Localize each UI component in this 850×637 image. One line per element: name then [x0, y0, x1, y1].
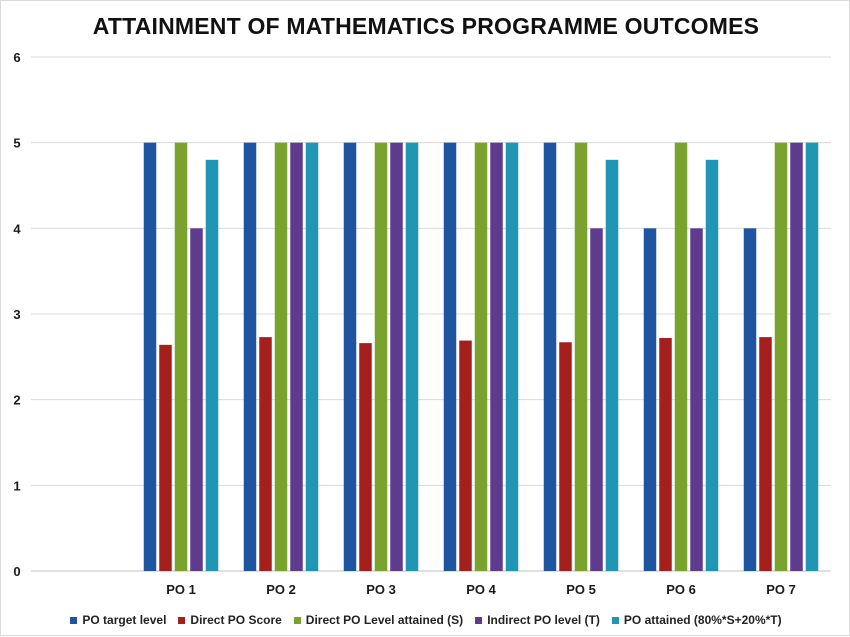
y-tick-label: 5 — [13, 136, 20, 151]
bar — [305, 142, 319, 571]
bar — [405, 142, 419, 571]
x-tick-label: PO 3 — [366, 582, 396, 597]
legend-label: Direct PO Level attained (S) — [305, 613, 464, 627]
x-tick-label: PO 2 — [266, 582, 296, 597]
bar — [259, 337, 272, 571]
bar — [174, 142, 188, 571]
y-tick-label: 2 — [13, 393, 20, 408]
bar — [590, 228, 603, 572]
y-tick-label: 3 — [13, 307, 20, 322]
bar — [605, 159, 619, 572]
bar — [390, 142, 403, 571]
legend-swatch — [70, 616, 78, 624]
bar — [759, 337, 772, 571]
bar — [343, 142, 357, 571]
bar — [690, 228, 703, 572]
bar — [159, 344, 172, 571]
bar — [274, 142, 288, 571]
legend-item: PO attained (80%*S+20%*T) — [611, 613, 782, 627]
bar — [505, 142, 519, 571]
bar — [243, 142, 257, 571]
legend-label: PO attained (80%*S+20%*T) — [623, 613, 782, 627]
chart-legend: PO target level Direct PO Score Direct PO … — [1, 613, 850, 627]
legend-label: PO target level — [82, 613, 167, 627]
bar — [674, 142, 688, 571]
legend-label: Indirect PO level (T) — [487, 613, 600, 627]
bar — [643, 228, 657, 572]
legend-swatch — [178, 616, 186, 624]
legend-item: Indirect PO level (T) — [475, 613, 600, 627]
legend-swatch — [293, 616, 301, 624]
bar — [559, 342, 572, 571]
bar — [790, 142, 803, 571]
x-tick-label: PO 7 — [766, 582, 796, 597]
bar — [774, 142, 788, 571]
legend-swatch — [475, 616, 483, 624]
bar — [743, 228, 757, 572]
y-tick-label: 4 — [13, 221, 21, 236]
bar — [474, 142, 488, 571]
legend-swatch — [611, 616, 619, 624]
bar — [443, 142, 457, 571]
bar — [543, 142, 557, 571]
bar — [190, 228, 203, 572]
bar — [490, 142, 503, 571]
x-tick-label: PO 6 — [666, 582, 696, 597]
bar — [705, 159, 719, 572]
bar — [659, 337, 672, 571]
bar — [143, 142, 157, 571]
chart-title: ATTAINMENT OF MATHEMATICS PROGRAMME OUTC… — [92, 13, 760, 39]
legend-item: Direct PO Level attained (S) — [293, 613, 464, 627]
legend-label: Direct PO Score — [190, 613, 282, 627]
bar — [805, 142, 819, 571]
y-tick-label: 6 — [13, 50, 20, 65]
x-tick-label: PO 5 — [566, 582, 596, 597]
bar — [290, 142, 303, 571]
legend-item: PO target level — [70, 613, 166, 627]
bar — [374, 142, 388, 571]
bar — [359, 343, 372, 571]
y-tick-label: 1 — [13, 478, 20, 493]
bar — [574, 142, 588, 571]
x-tick-label: PO 4 — [466, 582, 496, 597]
legend-item: Direct PO Score — [178, 613, 282, 627]
x-tick-label: PO 1 — [166, 582, 196, 597]
bar — [205, 159, 219, 572]
bar — [459, 340, 472, 571]
y-tick-label: 0 — [13, 564, 20, 579]
